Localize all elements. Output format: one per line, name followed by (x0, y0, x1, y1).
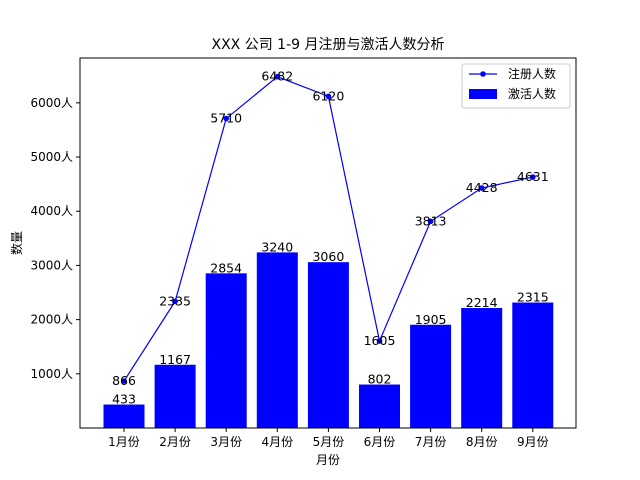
line-value-label: 1605 (364, 333, 396, 348)
bar (307, 262, 349, 428)
line-value-label: 4428 (466, 180, 498, 195)
bar (154, 364, 196, 428)
bar (461, 308, 503, 428)
legend-label-registered: 注册人数 (508, 66, 556, 81)
legend-bar-swatch (469, 89, 497, 99)
y-tick-label: 2000人 (30, 313, 73, 327)
line-value-label: 5710 (210, 111, 242, 126)
x-tick-label: 6月份 (364, 435, 396, 449)
bar (512, 302, 554, 428)
legend-label-activated: 激活人数 (508, 86, 556, 101)
x-tick-label: 4月份 (261, 435, 293, 449)
y-tick-label: 1000人 (30, 367, 73, 381)
line-point (172, 298, 178, 305)
line-series (121, 73, 536, 384)
bar-value-label: 2214 (466, 295, 498, 310)
x-tick-label: 2月份 (159, 435, 191, 449)
x-tick-label: 3月份 (210, 435, 242, 449)
y-tick-label: 6000人 (30, 96, 73, 110)
line-point (530, 174, 536, 180)
line-point (427, 218, 434, 225)
y-tick-label: 5000人 (30, 150, 73, 164)
line-point (274, 73, 281, 80)
line-value-label: 866 (112, 373, 136, 388)
bar-value-label: 1167 (159, 352, 191, 367)
x-tick-label: 1月份 (108, 435, 140, 449)
bar (359, 384, 400, 428)
bar (256, 252, 298, 428)
bar-series (103, 252, 554, 428)
line-point (376, 338, 383, 344)
line-value-label: 6482 (261, 69, 293, 84)
x-tick-label: 9月份 (517, 435, 549, 449)
bar (205, 273, 247, 428)
bar-value-label: 802 (368, 372, 392, 387)
bar-value-label: 1905 (415, 312, 447, 327)
x-tick-label: 5月份 (313, 435, 345, 449)
bar-value-label: 2854 (210, 260, 242, 275)
y-axis: 1000人 2000人 3000人 4000人 5000人 6000人 (30, 96, 80, 381)
line-value-label: 2335 (159, 293, 191, 308)
line-point (325, 93, 332, 100)
line-value-label: 6120 (312, 88, 344, 103)
x-tick-label: 7月份 (415, 435, 447, 449)
chart-title: XXX 公司 1-9 月注册与激活人数分析 (212, 36, 445, 53)
x-axis: 1月份 2月份 3月份 4月份 5月份 6月份 7月份 8月份 9月份 (108, 428, 549, 449)
bar-value-label: 433 (112, 392, 136, 407)
bar (103, 404, 145, 428)
x-axis-label: 月份 (316, 453, 340, 467)
bar-value-label: 2315 (517, 290, 549, 305)
y-tick-label: 4000人 (30, 204, 73, 218)
bar-value-label: 3060 (312, 249, 344, 264)
line-point (121, 378, 127, 384)
bar-value-label: 3240 (261, 239, 293, 254)
line-value-label: 3813 (415, 213, 447, 228)
bar (410, 324, 452, 428)
line-point (223, 115, 229, 122)
y-tick-label: 3000人 (30, 258, 73, 272)
x-tick-label: 8月份 (466, 435, 498, 449)
data-labels: 433 1167 2854 3240 3060 802 1905 2214 2315 866 233… (112, 69, 549, 407)
legend-line-marker (480, 71, 486, 77)
legend: 注册人数 激活人数 (461, 63, 571, 109)
y-axis-label: 数量 (9, 231, 24, 255)
line-point (478, 185, 485, 191)
line-value-label: 4631 (517, 169, 549, 184)
